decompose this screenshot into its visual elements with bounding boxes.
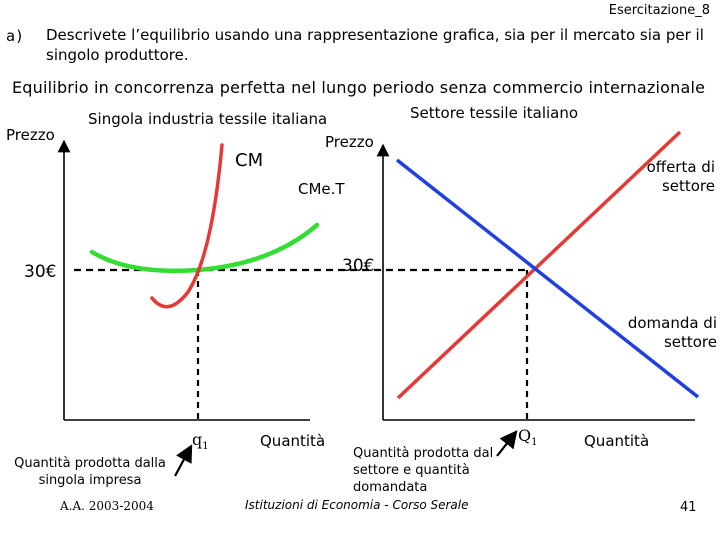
demand-curve xyxy=(395,158,700,399)
demand-curve-label: domanda di settore xyxy=(627,314,717,351)
firm-quantity-note: Quantità prodotta dalla singola impresa xyxy=(14,456,166,488)
course-name: Istituzioni di Economia - Corso Serale xyxy=(245,498,469,512)
page-number: 41 xyxy=(680,500,697,515)
left-x-axis-label: Quantità xyxy=(260,432,326,450)
supply-curve-label: offerta di settore xyxy=(646,158,715,195)
section-heading: Equilibrio in concorrenza perfetta nel l… xyxy=(12,78,706,97)
q1-label: q1 xyxy=(192,430,209,453)
left-price-label: 30€ xyxy=(24,262,57,282)
right-y-axis-label: Prezzo xyxy=(325,133,374,151)
cm-curve-label: CM xyxy=(235,150,264,171)
right-x-axis-label: Quantità xyxy=(584,432,650,450)
right-panel-title: Settore tessile italiano xyxy=(410,104,579,122)
left-y-axis-label: Prezzo xyxy=(6,126,55,144)
supply-curve xyxy=(396,130,682,400)
slide-label: Esercitazione_8 xyxy=(608,3,710,18)
cmet-curve-label: CMe.T xyxy=(298,180,345,198)
cm-curve xyxy=(150,143,224,309)
question-letter: a) xyxy=(6,27,25,45)
firm-note-arrow xyxy=(174,444,193,477)
question-text: Descrivete l’equilibrio usando una rappr… xyxy=(46,26,704,64)
left-panel-title: Singola industria tessile italiana xyxy=(88,110,328,128)
Q1-label: Q1 xyxy=(518,426,538,449)
sector-note-arrow xyxy=(496,430,518,457)
sector-quantity-note: Quantità prodotta dal settore e quantità… xyxy=(353,446,494,495)
academic-year: A.A. 2003-2004 xyxy=(60,499,154,513)
